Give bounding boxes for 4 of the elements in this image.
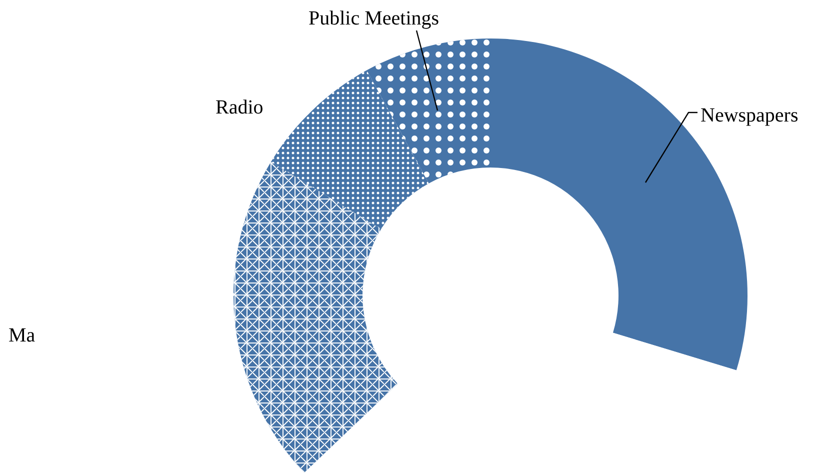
slice-label: Radio xyxy=(216,96,264,118)
slice-label: Newspapers xyxy=(700,104,798,126)
slice-label: Ma xyxy=(8,324,36,346)
slice-label: Public Meetings xyxy=(308,8,440,30)
